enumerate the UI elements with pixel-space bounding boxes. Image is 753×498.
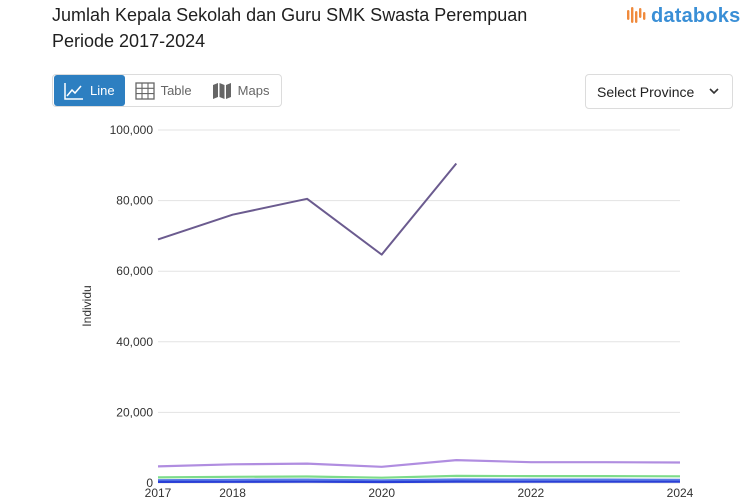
- chevron-down-icon: [709, 88, 719, 95]
- tab-line[interactable]: Line: [54, 75, 125, 106]
- view-tabs: Line Table Maps: [52, 74, 282, 107]
- y-tick-label: 40,000: [116, 335, 153, 349]
- chart-title: Jumlah Kepala Sekolah dan Guru SMK Swast…: [52, 5, 528, 51]
- province-select[interactable]: Select Province: [585, 74, 733, 109]
- tab-table-label: Table: [160, 83, 192, 98]
- y-tick-label: 80,000: [116, 194, 153, 208]
- province-select-label: Select Province: [597, 83, 695, 100]
- x-tick-label: 2022: [518, 486, 545, 498]
- x-tick-label: 2018: [219, 486, 246, 498]
- x-tick-label: 2020: [368, 486, 395, 498]
- series-line-2[interactable]: [157, 459, 681, 468]
- tab-line-label: Line: [90, 83, 115, 98]
- series-line-4[interactable]: [157, 478, 681, 482]
- y-tick-label: 100,000: [110, 123, 154, 137]
- series-line-1[interactable]: [157, 162, 458, 256]
- y-axis-label: Individu: [80, 285, 94, 326]
- y-axis-ticks: 0 20,000 40,000 60,000 80,000 100,000: [110, 123, 154, 490]
- series-lines: [157, 162, 681, 484]
- logo-text: databoks: [651, 4, 741, 27]
- y-tick-label: 0: [146, 476, 153, 490]
- tab-maps[interactable]: Maps: [202, 75, 280, 106]
- x-axis-ticks: 2017 2018 2020 2022 2024: [145, 486, 694, 498]
- tab-table[interactable]: Table: [125, 75, 202, 106]
- tab-maps-label: Maps: [237, 83, 270, 98]
- databoks-logo[interactable]: databoks: [626, 4, 740, 28]
- series-line-3[interactable]: [157, 474, 681, 479]
- table-icon: [134, 81, 155, 100]
- grid-lines: [158, 129, 680, 484]
- map-icon: [212, 82, 231, 99]
- databoks-logo-icon: [627, 7, 646, 23]
- y-tick-label: 60,000: [116, 264, 153, 278]
- line-chart-icon: [64, 82, 83, 100]
- x-tick-label: 2017: [145, 486, 172, 498]
- x-tick-label: 2024: [667, 486, 694, 498]
- y-tick-label: 20,000: [116, 405, 153, 419]
